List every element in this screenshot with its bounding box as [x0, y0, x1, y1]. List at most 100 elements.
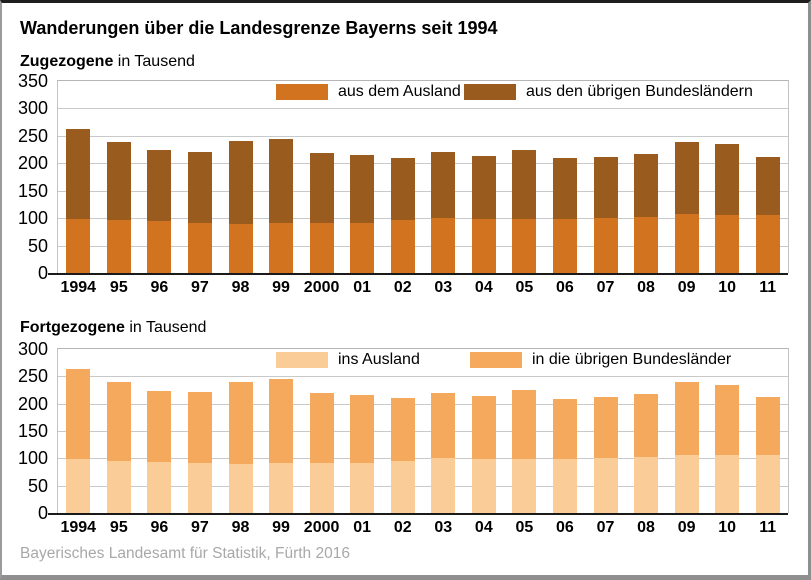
bar-97-upper-segment — [187, 392, 212, 463]
bar-02-lower-segment — [390, 220, 415, 273]
bar-97-lower-segment — [187, 462, 212, 513]
x-axis-tick-label: 97 — [191, 519, 209, 536]
x-axis-tick-label: 10 — [718, 519, 737, 536]
chart-subtitle-zugezogene: Zugezogene in Tausend — [20, 52, 195, 71]
bar-1994-upper-segment — [66, 128, 91, 220]
y-axis-tick-label: 350 — [17, 71, 48, 91]
x-axis-tick-label: 1994 — [60, 519, 97, 536]
bar-06-upper-segment — [552, 158, 577, 219]
x-axis-tick-label: 02 — [393, 279, 412, 296]
bar-01-upper-segment — [350, 394, 375, 463]
bar-07-lower-segment — [593, 458, 618, 513]
bar-98-lower-segment — [228, 463, 253, 513]
legend-label-aus-dem-ausland: aus dem Ausland — [338, 83, 461, 100]
bar-2000-lower-segment — [309, 463, 334, 513]
x-axis-tick-label: 04 — [474, 279, 493, 296]
y-axis-tick-label: 100 — [17, 448, 48, 469]
y-axis-tick-label: 0 — [37, 503, 48, 523]
y-axis-tick-label: 250 — [17, 125, 48, 146]
x-axis-tick-label: 96 — [150, 279, 169, 296]
x-axis-tick-label: 05 — [515, 519, 534, 536]
bar-07-upper-segment — [593, 156, 618, 219]
bar-99-upper-segment — [269, 138, 294, 224]
gridline — [58, 403, 788, 405]
bar-08-upper-segment — [634, 394, 659, 458]
bar-03-lower-segment — [431, 218, 456, 273]
bar-01-lower-segment — [350, 222, 375, 273]
bar-11-upper-segment — [755, 156, 780, 215]
x-axis-tick-label: 08 — [637, 279, 655, 296]
x-axis-tick-label: 03 — [434, 519, 453, 536]
bar-05-upper-segment — [512, 149, 537, 220]
x-axis-tick-label: 98 — [231, 519, 250, 536]
bar-06-upper-segment — [552, 398, 577, 459]
bar-09-lower-segment — [674, 214, 699, 273]
x-axis-tick-label: 04 — [474, 519, 493, 536]
legend-label-ins-ausland: ins Ausland — [338, 351, 420, 368]
x-axis-tick-label: 11 — [759, 519, 777, 536]
x-axis-tick-label: 07 — [596, 519, 615, 536]
gridline — [58, 218, 788, 220]
gridline — [58, 163, 788, 165]
y-axis-tick-label: 200 — [17, 153, 48, 174]
bar-04-upper-segment — [471, 155, 496, 220]
bar-06-lower-segment — [552, 218, 577, 273]
bar-01-lower-segment — [350, 462, 375, 513]
x-axis-line — [48, 273, 788, 275]
bar-03-upper-segment — [431, 152, 456, 219]
y-axis-tick-label: 100 — [17, 208, 48, 229]
legend-entry-uebrige-bundeslaender: aus den übrigen Bundesländern — [464, 84, 753, 100]
bar-07-upper-segment — [593, 397, 618, 459]
y-axis-tick-label: 0 — [37, 263, 48, 283]
bar-11-upper-segment — [755, 397, 780, 456]
bar-96-lower-segment — [147, 221, 172, 273]
bar-96-upper-segment — [147, 150, 172, 222]
bar-06-lower-segment — [552, 458, 577, 513]
bar-99-upper-segment — [269, 379, 294, 464]
gridline — [58, 431, 788, 432]
x-axis-line — [48, 513, 788, 515]
x-axis-tick-label: 97 — [191, 279, 209, 296]
x-axis-tick-label: 95 — [109, 519, 128, 536]
y-axis-tick-label: 150 — [17, 180, 48, 201]
bar-96-lower-segment — [147, 461, 172, 513]
bar-95-upper-segment — [106, 141, 131, 221]
legend-label-in-uebrige-bundeslaender: in die übrigen Bundesländer — [532, 351, 732, 368]
x-axis-tick-label: 95 — [109, 279, 128, 296]
legend-swatch-in-uebrige-bundeslaender — [470, 352, 522, 368]
x-axis-tick-label: 01 — [353, 519, 372, 536]
legend-swatch-ins-ausland — [276, 352, 328, 368]
x-axis-tick-label: 98 — [231, 279, 250, 296]
x-axis-tick-label: 2000 — [303, 279, 340, 296]
bar-08-lower-segment — [634, 457, 659, 513]
bar-2000-upper-segment — [309, 393, 334, 464]
chart-subtitle-fortgezogene-unit: in Tausend — [129, 319, 207, 336]
chart-subtitle-zugezogene-unit: in Tausend — [117, 53, 195, 70]
gridline — [58, 190, 788, 192]
bar-09-upper-segment — [674, 141, 699, 215]
bar-07-lower-segment — [593, 218, 618, 273]
bar-02-upper-segment — [390, 157, 415, 221]
bar-11-lower-segment — [755, 455, 780, 513]
bar-08-lower-segment — [634, 217, 659, 273]
bar-95-lower-segment — [106, 220, 131, 273]
x-axis-tick-label: 2000 — [303, 519, 340, 536]
x-axis-tick-label: 05 — [515, 279, 534, 296]
y-axis-tick-label: 300 — [17, 339, 48, 359]
bar-10-lower-segment — [715, 214, 740, 273]
bar-99-lower-segment — [269, 463, 294, 513]
x-axis-tick-label: 1994 — [60, 279, 97, 296]
y-axis-tick-label: 50 — [27, 475, 48, 496]
bar-04-lower-segment — [471, 219, 496, 273]
x-axis-tick-label: 03 — [434, 279, 453, 296]
bar-11-lower-segment — [755, 214, 780, 273]
bar-95-lower-segment — [106, 460, 131, 513]
x-axis-tick-label: 02 — [393, 519, 412, 536]
gridline — [58, 485, 788, 487]
bar-09-upper-segment — [674, 382, 699, 455]
x-axis-tick-label: 09 — [677, 519, 696, 536]
plot-area-fortgezogene: ins Ausland in die übrigen Bundesländer … — [18, 339, 789, 536]
bar-01-upper-segment — [350, 154, 375, 223]
page-title: Wanderungen über die Landesgrenze Bayern… — [20, 18, 498, 38]
